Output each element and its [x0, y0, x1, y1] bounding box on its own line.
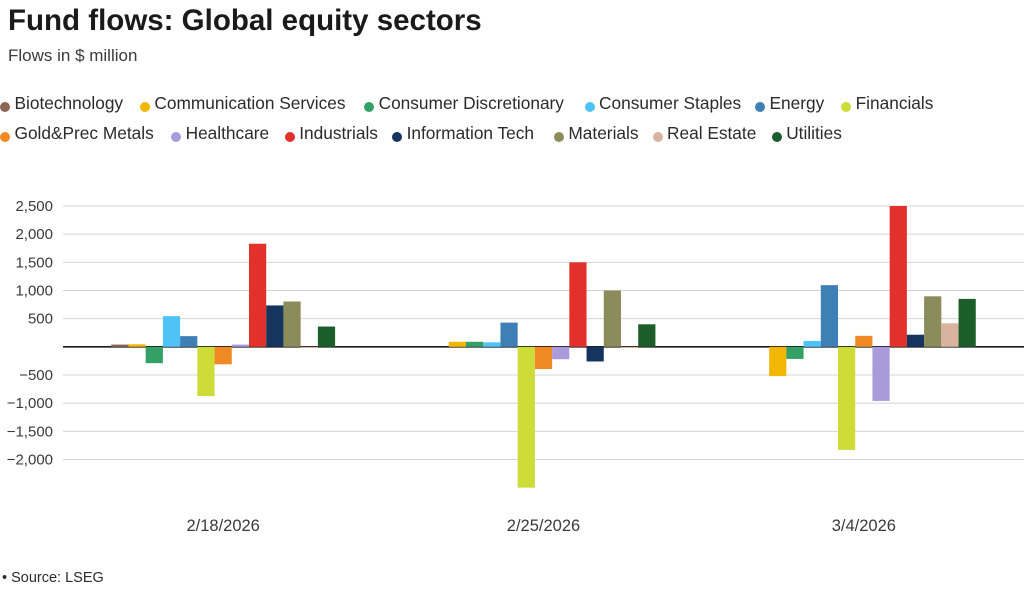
- svg-text:2/18/2026: 2/18/2026: [186, 517, 259, 535]
- svg-text:−2,000: −2,000: [7, 452, 53, 469]
- svg-text:−1,000: −1,000: [7, 395, 53, 412]
- svg-text:3/4/2026: 3/4/2026: [832, 517, 896, 535]
- svg-text:500: 500: [28, 311, 53, 328]
- svg-text:2/25/2026: 2/25/2026: [507, 517, 580, 535]
- svg-text:−500: −500: [19, 367, 53, 384]
- svg-text:1,500: 1,500: [15, 254, 53, 271]
- svg-text:1,000: 1,000: [15, 283, 53, 300]
- svg-text:−1,500: −1,500: [7, 423, 53, 440]
- svg-text:2,500: 2,500: [15, 198, 53, 215]
- svg-text:2,000: 2,000: [15, 226, 53, 243]
